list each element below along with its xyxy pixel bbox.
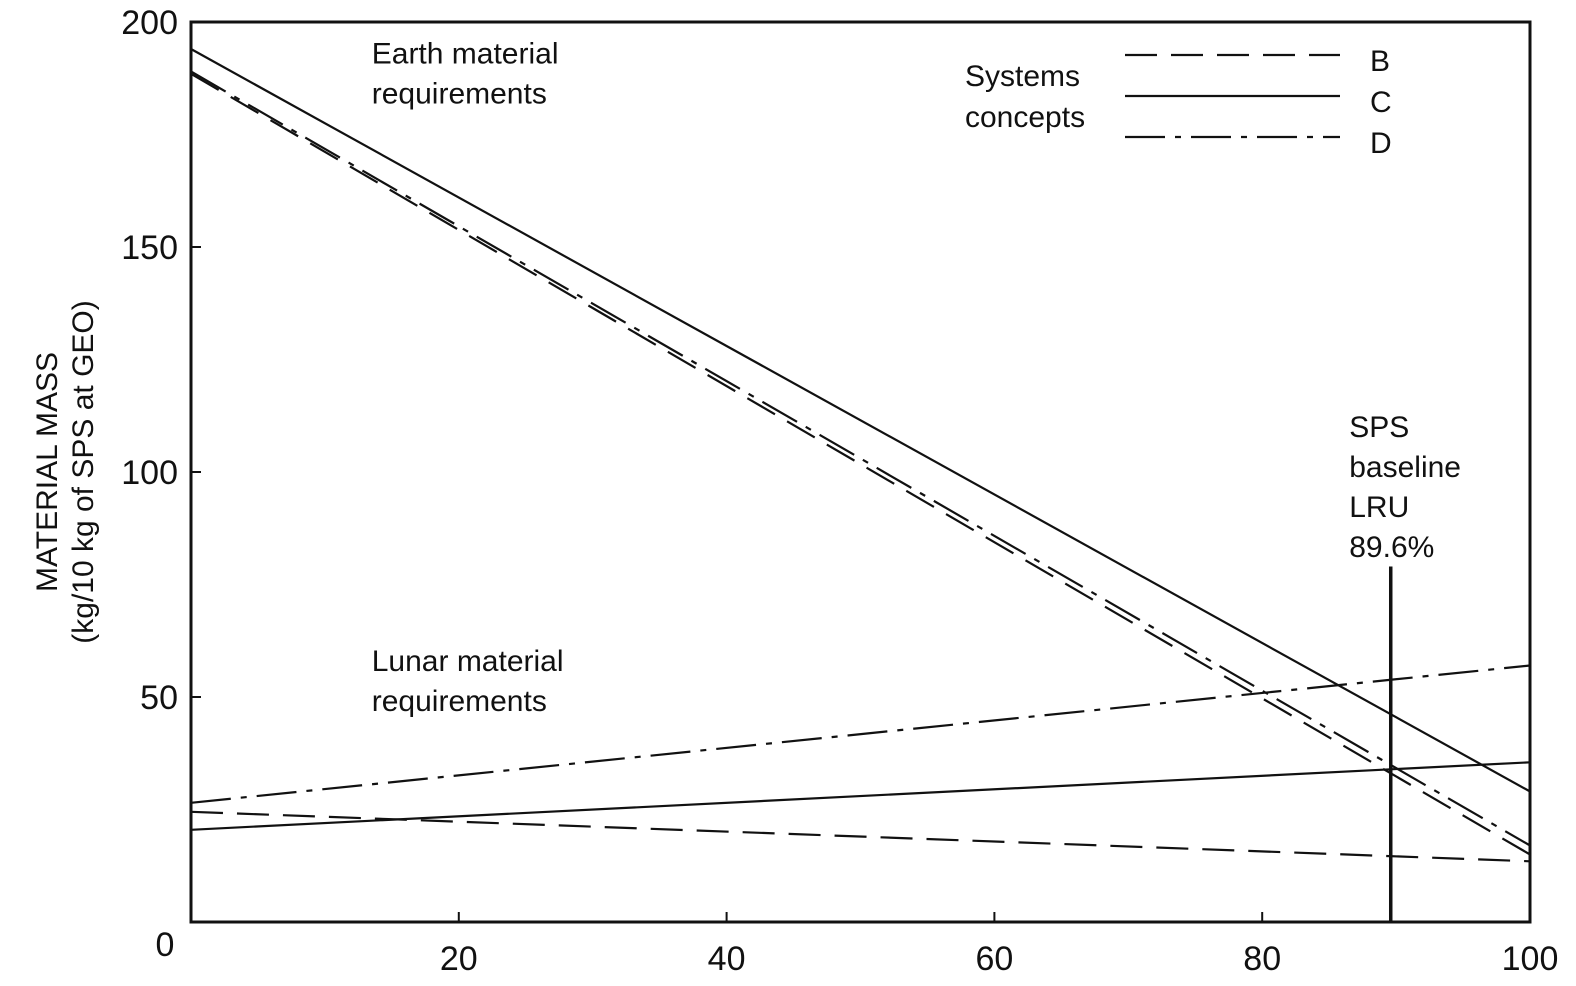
legend-title-line-1: Systems <box>965 60 1080 93</box>
y-tick-label: 200 <box>121 4 178 42</box>
y-axis-title-line-1: MATERIAL MASS <box>31 352 64 592</box>
annotation-earth-line-1: Earth material <box>372 38 559 71</box>
plot-frame <box>189 20 1532 924</box>
y-tick-label: 100 <box>121 454 178 492</box>
annotation-earth-line-2: requirements <box>372 78 547 111</box>
x-tick-label: 100 <box>1502 940 1559 978</box>
y-axis-title-line-2: (kg/10 kg of SPS at GEO) <box>67 300 100 643</box>
series-line-earth-c <box>190 48 1531 793</box>
series-line-lunar-d <box>190 664 1531 804</box>
legend-label-d: D <box>1370 127 1392 160</box>
y-tick-label: 150 <box>121 229 178 267</box>
x-tick-label: 40 <box>708 940 746 978</box>
legend-label-b: B <box>1370 45 1390 78</box>
series-line-lunar-c <box>190 761 1531 831</box>
annotation-layer: Earth material requirements Lunar material… <box>372 38 1461 719</box>
legend: Systems concepts BCD <box>965 45 1392 160</box>
origin-label: 0 <box>156 926 175 964</box>
annotation-baseline-line-2: baseline <box>1349 451 1461 484</box>
annotation-lunar-line-1: Lunar material <box>372 645 564 678</box>
y-axis-title: MATERIAL MASS (kg/10 kg of SPS at GEO) <box>31 300 100 643</box>
x-tick-label: 60 <box>975 940 1013 978</box>
y-tick-label: 50 <box>140 679 178 717</box>
x-tick-label: 20 <box>440 940 478 978</box>
series-line-earth-b <box>190 72 1531 856</box>
legend-title-line-2: concepts <box>965 101 1085 134</box>
tick-layer: 50 100 150 200 20 40 60 80 100 <box>121 4 1558 978</box>
annotation-baseline-line-4: 89.6% <box>1349 531 1434 564</box>
annotation-baseline-line-3: LRU <box>1349 491 1409 524</box>
x-tick-label: 80 <box>1243 940 1281 978</box>
legend-entries: BCD <box>1125 45 1392 160</box>
series-line-earth-d <box>190 70 1531 847</box>
annotation-baseline-line-1: SPS <box>1349 411 1409 444</box>
annotation-lunar-line-2: requirements <box>372 685 547 718</box>
series-layer <box>190 48 1531 863</box>
series-line-lunar-b <box>190 810 1531 863</box>
legend-label-c: C <box>1370 86 1392 119</box>
